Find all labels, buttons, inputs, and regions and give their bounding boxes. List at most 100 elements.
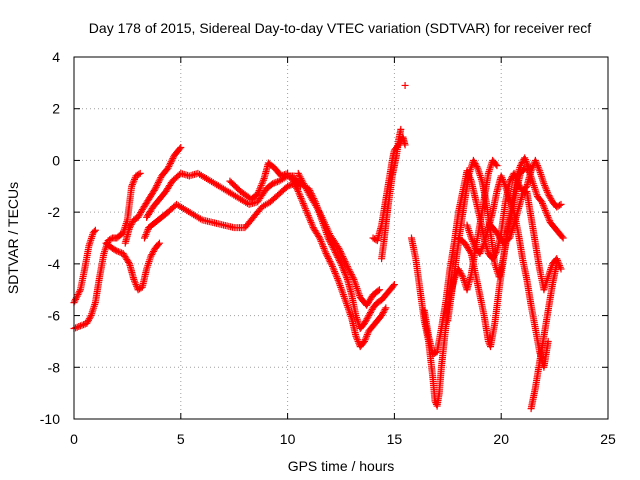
plot-frame [73,56,609,420]
data-point [71,297,79,305]
data-point [255,187,263,195]
data-point [75,323,83,331]
data-point [557,200,565,208]
data-point [83,319,91,327]
data-point [558,233,566,241]
data-point [543,212,551,220]
data-point [284,172,292,180]
data-point [534,163,542,171]
data-point [290,179,298,187]
data-point [164,164,172,172]
data-point [380,307,388,315]
x-tick-label: 25 [600,431,616,447]
data-point [85,316,93,324]
data-point [349,274,357,282]
data-point [544,213,552,221]
data-point [366,310,374,318]
data-point [297,194,305,202]
data-point [303,208,311,216]
series-track-18 [463,172,552,371]
data-point [335,255,343,263]
data-point [543,187,551,195]
data-point [397,125,405,133]
data-point [148,251,156,259]
data-point [74,291,82,299]
data-point [292,183,300,191]
data-point [337,249,345,257]
data-point [336,248,344,256]
data-point [347,269,355,277]
data-point [142,231,150,239]
data-point [155,239,163,247]
data-point [285,182,293,190]
data-point [315,233,323,241]
series-track-6 [143,169,298,221]
data-point [277,172,285,180]
data-point [469,239,477,247]
data-point [72,324,80,332]
data-point [541,183,549,191]
y-axis-label: SDTVAR / TECUs [5,182,21,294]
data-point [126,224,134,232]
data-point [340,256,348,264]
data-point [319,243,327,251]
data-point [330,245,338,253]
data-point [86,313,94,321]
data-point [470,158,478,166]
data-point [535,165,543,173]
data-point [259,178,267,186]
data-point [168,156,176,164]
data-point [344,264,352,272]
data-point [362,316,370,324]
data-point [125,258,133,266]
data-point [367,307,375,315]
data-point [307,218,315,226]
data-point [342,259,350,267]
data-point [559,234,567,242]
data-point [366,308,374,316]
data-point [545,192,553,200]
data-point [155,177,163,185]
data-point [506,177,514,185]
data-point [329,244,337,252]
data-point [538,198,546,206]
data-point [521,156,529,164]
data-point [254,190,262,198]
data-point [135,212,143,220]
data-point [331,249,339,257]
data-point [328,261,336,269]
data-point [129,179,137,187]
data-point [335,257,343,265]
data-point [305,213,313,221]
data-point [378,312,386,320]
data-point [340,267,348,275]
data-point [323,251,331,259]
data-point [338,263,346,271]
data-point [470,241,478,249]
data-point [134,213,142,221]
data-point [540,180,548,188]
data-point [113,247,121,255]
data-point [141,232,149,240]
y-tick-label: 2 [52,101,60,117]
data-point [293,184,301,192]
data-point [346,267,354,275]
data-point [343,261,351,269]
data-point [284,182,292,190]
data-point [523,159,531,167]
data-point [167,158,175,166]
data-point [295,189,303,197]
data-point [517,160,525,168]
data-point [471,160,479,168]
data-point [538,200,546,208]
data-point [91,226,99,234]
data-point [322,250,330,258]
data-point [343,262,351,270]
data-point [337,260,345,268]
data-point [466,248,474,256]
data-point [492,160,500,168]
data-point [301,205,309,213]
data-point [362,334,370,342]
data-point [361,318,369,326]
data-point [147,252,155,260]
